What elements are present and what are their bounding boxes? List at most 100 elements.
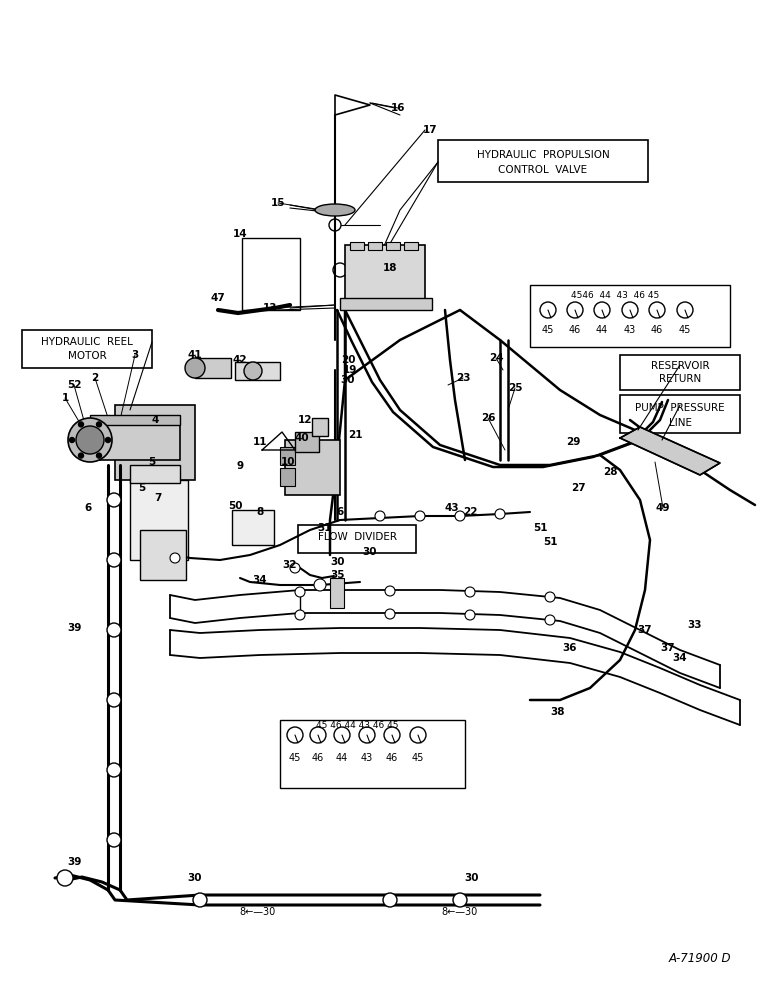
- Text: 4546  44  43  46 45: 4546 44 43 46 45: [571, 292, 659, 300]
- Text: 30: 30: [363, 547, 378, 557]
- Circle shape: [465, 587, 475, 597]
- Text: 39: 39: [68, 857, 82, 867]
- Bar: [195, 358, 231, 378]
- Text: 45: 45: [411, 753, 424, 763]
- Text: 43: 43: [445, 503, 459, 513]
- Bar: [22, 330, 152, 368]
- Text: 31: 31: [318, 523, 332, 533]
- Text: 18: 18: [383, 263, 398, 273]
- Text: A-71900 D: A-71900 D: [669, 952, 731, 964]
- Text: 11: 11: [252, 437, 267, 447]
- Circle shape: [79, 422, 83, 427]
- Text: HYDRAULIC  PROPULSION: HYDRAULIC PROPULSION: [476, 150, 609, 160]
- Text: 14: 14: [232, 229, 247, 239]
- Bar: [242, 238, 300, 310]
- Circle shape: [545, 592, 555, 602]
- Text: CONTROL  VALVE: CONTROL VALVE: [499, 165, 587, 175]
- Bar: [130, 480, 188, 560]
- Text: 45: 45: [289, 753, 301, 763]
- Ellipse shape: [315, 204, 355, 216]
- Text: 34: 34: [252, 575, 267, 585]
- Text: 22: 22: [462, 507, 477, 517]
- Text: 27: 27: [571, 483, 585, 493]
- Text: 46: 46: [312, 753, 324, 763]
- Text: 43: 43: [361, 753, 373, 763]
- Text: 30: 30: [465, 873, 479, 883]
- Circle shape: [244, 362, 262, 380]
- Text: 26: 26: [481, 413, 496, 423]
- Circle shape: [107, 493, 121, 507]
- Circle shape: [57, 870, 73, 886]
- Text: 30: 30: [340, 375, 355, 385]
- Text: 32: 32: [283, 560, 297, 570]
- Text: 34: 34: [672, 653, 687, 663]
- Circle shape: [295, 610, 305, 620]
- Text: 38: 38: [550, 707, 565, 717]
- Text: 12: 12: [298, 415, 312, 425]
- Circle shape: [385, 609, 395, 619]
- Text: 45: 45: [679, 325, 691, 335]
- Text: 8←—30: 8←—30: [442, 907, 478, 917]
- Bar: [340, 298, 432, 310]
- Text: 51: 51: [543, 537, 557, 547]
- Bar: [235, 362, 280, 380]
- Circle shape: [96, 422, 101, 427]
- Bar: [404, 242, 418, 250]
- Text: 7: 7: [154, 493, 161, 503]
- Bar: [280, 468, 295, 486]
- Polygon shape: [620, 427, 720, 475]
- Text: FLOW  DIVIDER: FLOW DIVIDER: [317, 532, 397, 542]
- Text: 17: 17: [423, 125, 437, 135]
- Text: 2: 2: [91, 373, 99, 383]
- Text: 45: 45: [542, 325, 554, 335]
- Circle shape: [107, 553, 121, 567]
- Text: 8←—30: 8←—30: [240, 907, 276, 917]
- Bar: [90, 420, 180, 460]
- Circle shape: [107, 833, 121, 847]
- Text: 23: 23: [455, 373, 470, 383]
- Text: 28: 28: [603, 467, 618, 477]
- Text: RETURN: RETURN: [659, 374, 701, 384]
- Text: 45 46 44 43 46 45: 45 46 44 43 46 45: [316, 720, 398, 730]
- Text: 39: 39: [68, 623, 82, 633]
- Bar: [530, 285, 730, 347]
- Text: 43: 43: [624, 325, 636, 335]
- Bar: [386, 242, 400, 250]
- Text: 41: 41: [188, 350, 202, 360]
- Text: PUMP  PRESSURE: PUMP PRESSURE: [635, 403, 725, 413]
- Circle shape: [170, 553, 180, 563]
- Bar: [312, 418, 328, 436]
- Bar: [280, 447, 295, 465]
- Bar: [295, 432, 319, 452]
- Circle shape: [453, 893, 467, 907]
- Text: 46: 46: [651, 325, 663, 335]
- Circle shape: [107, 693, 121, 707]
- Circle shape: [68, 418, 112, 462]
- Circle shape: [295, 587, 305, 597]
- Bar: [368, 242, 382, 250]
- Text: 9: 9: [236, 461, 243, 471]
- Circle shape: [79, 453, 83, 458]
- Circle shape: [314, 579, 326, 591]
- Text: 49: 49: [655, 503, 670, 513]
- Circle shape: [69, 438, 75, 442]
- Bar: [90, 415, 180, 425]
- Text: 37: 37: [638, 625, 652, 635]
- Text: 42: 42: [232, 355, 247, 365]
- Bar: [620, 355, 740, 390]
- Text: 33: 33: [688, 620, 703, 630]
- Circle shape: [107, 763, 121, 777]
- Text: 44: 44: [596, 325, 608, 335]
- Circle shape: [495, 509, 505, 519]
- Text: 30: 30: [330, 557, 345, 567]
- Text: 50: 50: [228, 501, 242, 511]
- Circle shape: [76, 426, 104, 454]
- Bar: [298, 525, 416, 553]
- Circle shape: [96, 453, 101, 458]
- Text: 52: 52: [66, 380, 81, 390]
- Bar: [280, 720, 465, 788]
- Text: MOTOR: MOTOR: [68, 351, 107, 361]
- Text: 5: 5: [138, 483, 146, 493]
- Text: 47: 47: [211, 293, 225, 303]
- Text: 36: 36: [563, 643, 577, 653]
